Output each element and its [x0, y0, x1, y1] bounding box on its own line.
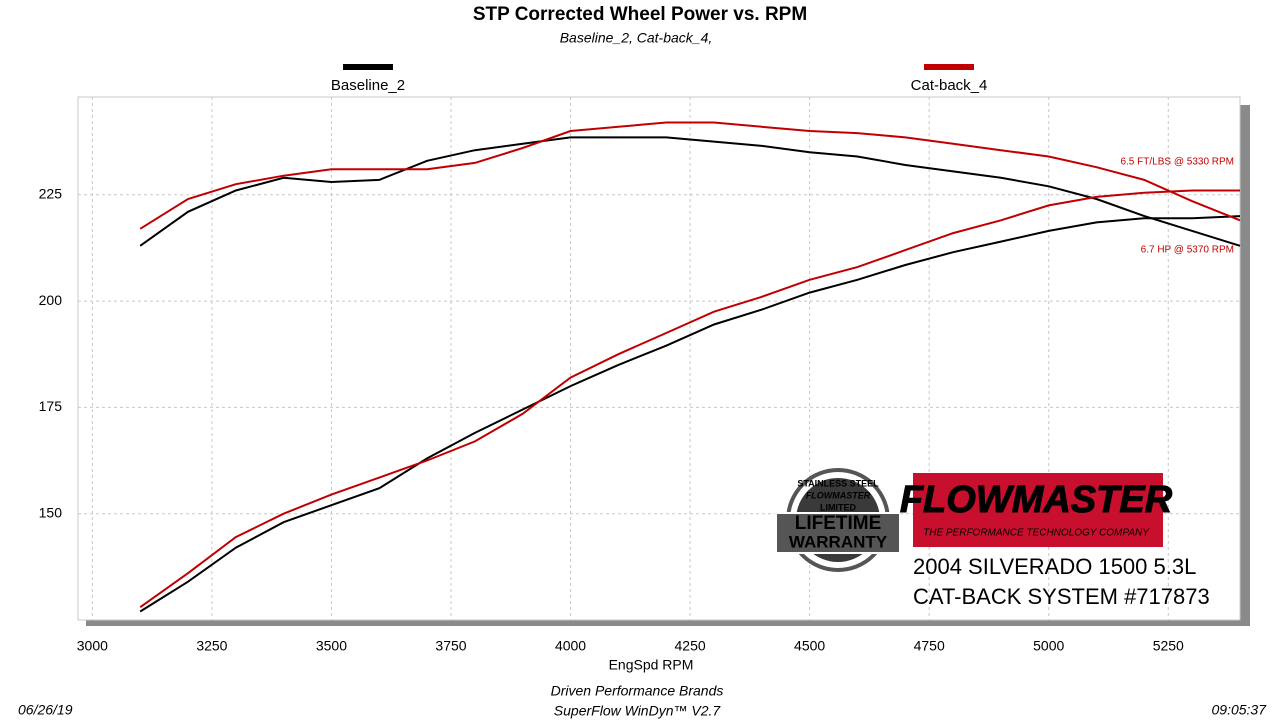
annotation: 6.7 HP @ 5370 RPM [1141, 245, 1234, 256]
data-line [139, 215, 1241, 613]
legend-label: Baseline_2 [331, 77, 405, 94]
y-tick-label: 200 [39, 292, 63, 308]
footer-software: SuperFlow WinDyn™ V2.7 [554, 703, 722, 719]
x-tick-label: 3250 [196, 638, 227, 654]
badge-text: FLOWMASTER [806, 490, 871, 500]
badge-text: LIMITED [820, 502, 856, 512]
annotation: 6.5 FT/LBS @ 5330 RPM [1120, 157, 1234, 168]
chart-subtitle: Baseline_2, Cat-back_4, [560, 30, 713, 46]
x-tick-label: 5000 [1033, 638, 1064, 654]
badge-text: STAINLESS STEEL [797, 478, 879, 488]
x-tick-label: 4500 [794, 638, 825, 654]
caption: 2004 SILVERADO 1500 5.3L [913, 554, 1196, 579]
y-tick-label: 175 [39, 398, 63, 414]
badge-text: LIFETIME [795, 513, 882, 534]
logo-text: FLOWMASTER [900, 479, 1173, 521]
footer-date: 06/26/19 [18, 702, 73, 718]
data-line [139, 189, 1240, 609]
footer-company: Driven Performance Brands [551, 683, 724, 699]
data-line [139, 121, 1241, 230]
warranty-badge: STAINLESS STEEL FLOWMASTER LIMITED LIFET… [775, 468, 901, 572]
x-tick-label: 3000 [77, 638, 108, 654]
data-line [139, 136, 1241, 247]
y-tick-label: 225 [39, 185, 63, 201]
frame-shadow [86, 620, 1250, 626]
badge-text: WARRANTY [789, 532, 888, 551]
x-tick-label: 5250 [1153, 638, 1184, 654]
x-tick-label: 4250 [675, 638, 706, 654]
x-tick-label: 3750 [435, 638, 466, 654]
chart-title: STP Corrected Wheel Power vs. RPM [473, 4, 807, 25]
logo-tagline: THE PERFORMANCE TECHNOLOGY COMPANY [923, 528, 1150, 539]
x-tick-label: 3500 [316, 638, 347, 654]
logo-box [913, 473, 1163, 547]
caption: CAT-BACK SYSTEM #717873 [913, 584, 1210, 609]
x-tick-label: 4000 [555, 638, 586, 654]
y-tick-label: 150 [39, 504, 63, 520]
footer-time: 09:05:37 [1212, 702, 1268, 718]
x-axis-label: EngSpd RPM [609, 657, 694, 673]
frame-shadow [1240, 105, 1250, 625]
badge-band [775, 512, 901, 554]
logo: FLOWMASTER THE PERFORMANCE TECHNOLOGY CO… [899, 473, 1173, 547]
x-tick-label: 4750 [914, 638, 945, 654]
legend-label: Cat-back_4 [911, 77, 988, 94]
